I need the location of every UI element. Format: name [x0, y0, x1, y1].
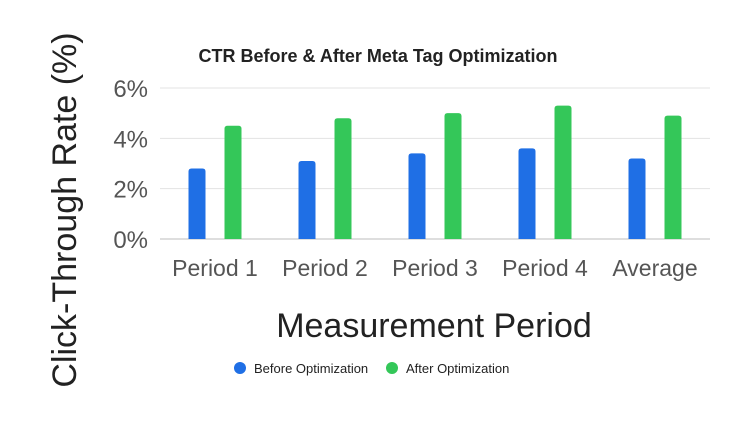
x-tick-label: Period 4	[502, 255, 588, 281]
bar-after	[334, 118, 352, 239]
bar-before	[518, 148, 536, 239]
legend-marker	[234, 362, 246, 374]
x-axis-title: Measurement Period	[276, 307, 592, 345]
y-axis-title: Click-Through Rate (%)	[46, 32, 84, 387]
x-tick-label: Average	[612, 255, 697, 281]
y-tick-label: 0%	[113, 227, 148, 254]
bar-before	[298, 160, 316, 239]
y-axis-ticks: 0% 2% 4% 6%	[113, 76, 148, 254]
grid-lines	[160, 87, 710, 240]
legend: Before Optimization After Optimization	[234, 361, 509, 376]
bar-before	[188, 168, 206, 239]
y-tick-label: 6%	[113, 76, 148, 103]
bar-before	[408, 153, 426, 239]
y-tick-label: 2%	[113, 177, 148, 204]
y-tick-label: 4%	[113, 126, 148, 153]
bar-after	[664, 115, 682, 239]
chart-title: CTR Before & After Meta Tag Optimization	[198, 46, 557, 66]
bar-after	[554, 105, 572, 239]
legend-label: After Optimization	[406, 361, 509, 376]
bar-after	[224, 125, 242, 239]
bar-after	[444, 113, 462, 239]
x-tick-label: Period 2	[282, 255, 368, 281]
legend-label: Before Optimization	[254, 361, 368, 376]
legend-marker	[386, 362, 398, 374]
x-axis-ticks: Period 1 Period 2 Period 3 Period 4 Average	[172, 255, 697, 281]
bars	[188, 105, 682, 239]
x-tick-label: Period 3	[392, 255, 478, 281]
bar-before	[628, 158, 646, 239]
x-tick-label: Period 1	[172, 255, 258, 281]
